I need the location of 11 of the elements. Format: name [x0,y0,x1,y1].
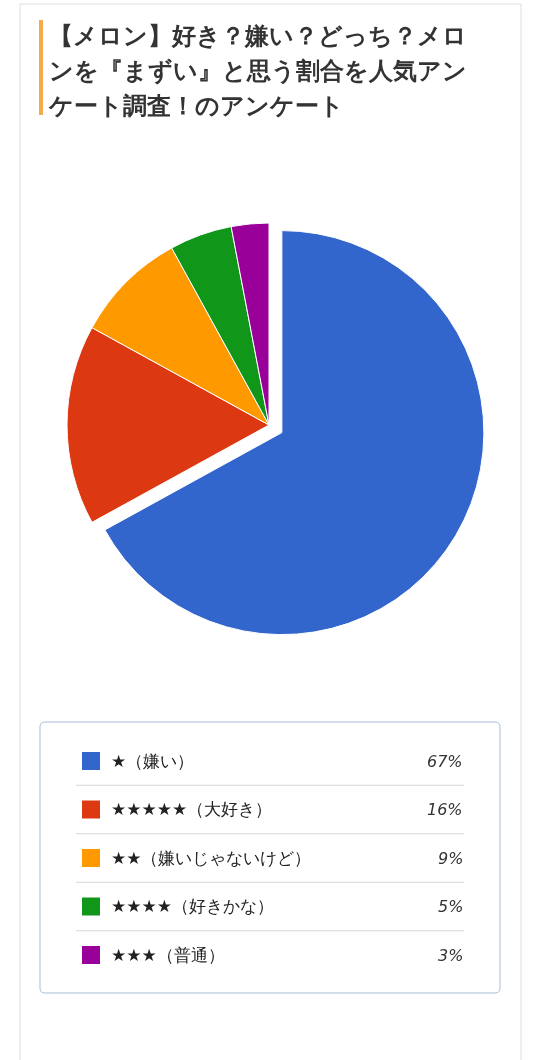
data-label: 67% [427,752,463,771]
legend-label: ★（嫌い） [111,750,195,771]
legend-label: ★★★（普通） [111,944,225,965]
data-label: 16% [427,800,463,819]
data-label: 9% [438,849,464,868]
data-label: 5% [438,897,464,916]
legend-label: ★★★★★（大好き） [111,799,273,820]
legend-label: ★★（嫌いじゃないけど） [111,847,312,868]
legend-label: ★★★★（好きかな） [111,896,274,917]
data-label: 3% [438,946,464,965]
chart-title: 【メロン】好き？嫌い？どっち？メロンを『まずい』と思う割合を人気アンケート調査！のアンケート [48,22,467,121]
